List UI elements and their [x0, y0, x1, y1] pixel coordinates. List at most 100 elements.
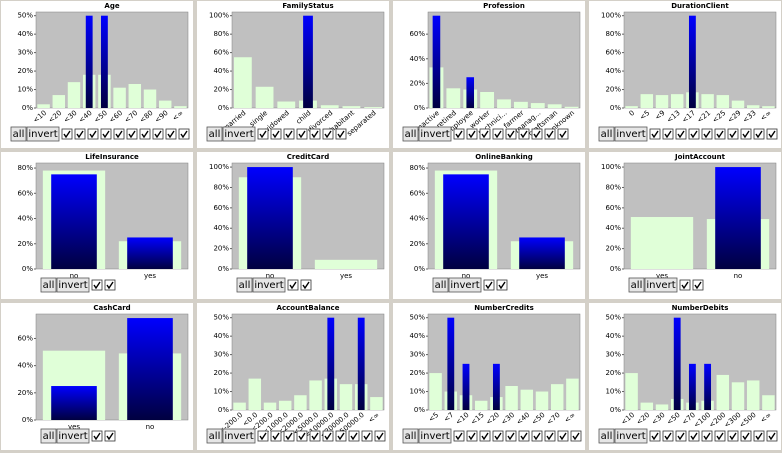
checkbox[interactable] [675, 430, 687, 442]
checkbox[interactable] [309, 430, 321, 442]
button[interactable]: invert [418, 126, 452, 142]
checkbox[interactable] [570, 430, 582, 442]
checkbox[interactable] [505, 430, 517, 442]
checkbox[interactable] [283, 128, 295, 140]
checkbox[interactable] [557, 128, 569, 140]
checkbox[interactable] [74, 128, 86, 140]
checkbox[interactable] [322, 430, 334, 442]
button[interactable]: invert [222, 428, 256, 444]
checkbox[interactable] [518, 430, 530, 442]
checkbox[interactable] [113, 128, 125, 140]
checkbox[interactable] [496, 279, 508, 291]
checkbox[interactable] [300, 279, 312, 291]
checkbox[interactable] [649, 430, 661, 442]
button[interactable]: all [628, 277, 645, 293]
checkbox[interactable] [505, 128, 517, 140]
checkbox[interactable] [466, 430, 478, 442]
checkbox[interactable] [178, 128, 190, 140]
checkbox[interactable] [531, 128, 543, 140]
button[interactable]: invert [56, 428, 90, 444]
checkbox[interactable] [688, 128, 700, 140]
checkbox[interactable] [139, 128, 151, 140]
checkbox[interactable] [104, 430, 116, 442]
checkbox[interactable] [766, 128, 778, 140]
button[interactable]: invert [222, 126, 256, 142]
button[interactable]: all [206, 126, 223, 142]
checkbox[interactable] [766, 430, 778, 442]
checkbox[interactable] [287, 279, 299, 291]
checkbox[interactable] [479, 430, 491, 442]
checkbox[interactable] [714, 128, 726, 140]
checkbox[interactable] [335, 128, 347, 140]
button[interactable]: all [402, 126, 419, 142]
checkbox[interactable] [727, 128, 739, 140]
checkbox[interactable] [466, 128, 478, 140]
checkbox[interactable] [270, 430, 282, 442]
checkbox[interactable] [492, 128, 504, 140]
checkbox[interactable] [544, 128, 556, 140]
button[interactable]: all [40, 277, 57, 293]
button[interactable]: all [432, 277, 449, 293]
checkbox[interactable] [126, 128, 138, 140]
checkbox[interactable] [701, 430, 713, 442]
checkbox[interactable] [692, 279, 704, 291]
checkbox[interactable] [361, 430, 373, 442]
checkbox[interactable] [479, 128, 491, 140]
checkbox[interactable] [270, 128, 282, 140]
checkbox[interactable] [374, 430, 386, 442]
checkbox[interactable] [675, 128, 687, 140]
checkbox[interactable] [322, 128, 334, 140]
checkbox[interactable] [257, 430, 269, 442]
checkbox[interactable] [296, 430, 308, 442]
button[interactable]: all [598, 428, 615, 444]
checkbox[interactable] [104, 279, 116, 291]
button[interactable]: invert [448, 277, 482, 293]
checkbox[interactable] [91, 430, 103, 442]
checkbox[interactable] [544, 430, 556, 442]
checkbox[interactable] [649, 128, 661, 140]
checkbox[interactable] [662, 430, 674, 442]
button[interactable]: all [40, 428, 57, 444]
checkbox[interactable] [753, 430, 765, 442]
checkbox[interactable] [753, 128, 765, 140]
button[interactable]: invert [614, 126, 648, 142]
button[interactable]: all [236, 277, 253, 293]
checkbox[interactable] [61, 128, 73, 140]
button[interactable]: all [206, 428, 223, 444]
checkbox[interactable] [740, 430, 752, 442]
button[interactable]: invert [644, 277, 678, 293]
checkbox[interactable] [283, 430, 295, 442]
checkbox[interactable] [91, 279, 103, 291]
checkbox[interactable] [518, 128, 530, 140]
button[interactable]: invert [252, 277, 286, 293]
checkbox[interactable] [100, 128, 112, 140]
checkbox[interactable] [453, 430, 465, 442]
checkbox[interactable] [688, 430, 700, 442]
checkbox[interactable] [296, 128, 308, 140]
button[interactable]: all [402, 428, 419, 444]
checkbox[interactable] [483, 279, 495, 291]
checkbox[interactable] [714, 430, 726, 442]
checkbox[interactable] [557, 430, 569, 442]
button[interactable]: invert [26, 126, 60, 142]
checkbox[interactable] [679, 279, 691, 291]
checkbox[interactable] [348, 430, 360, 442]
checkbox[interactable] [492, 430, 504, 442]
checkbox[interactable] [727, 430, 739, 442]
checkbox[interactable] [152, 128, 164, 140]
checkbox[interactable] [165, 128, 177, 140]
button[interactable]: all [598, 126, 615, 142]
checkbox[interactable] [701, 128, 713, 140]
button[interactable]: all [10, 126, 27, 142]
checkbox[interactable] [662, 128, 674, 140]
checkbox[interactable] [335, 430, 347, 442]
button[interactable]: invert [56, 277, 90, 293]
button[interactable]: invert [614, 428, 648, 444]
checkbox[interactable] [531, 430, 543, 442]
checkbox[interactable] [453, 128, 465, 140]
checkbox[interactable] [87, 128, 99, 140]
checkbox[interactable] [309, 128, 321, 140]
checkbox[interactable] [740, 128, 752, 140]
checkbox[interactable] [257, 128, 269, 140]
button[interactable]: invert [418, 428, 452, 444]
